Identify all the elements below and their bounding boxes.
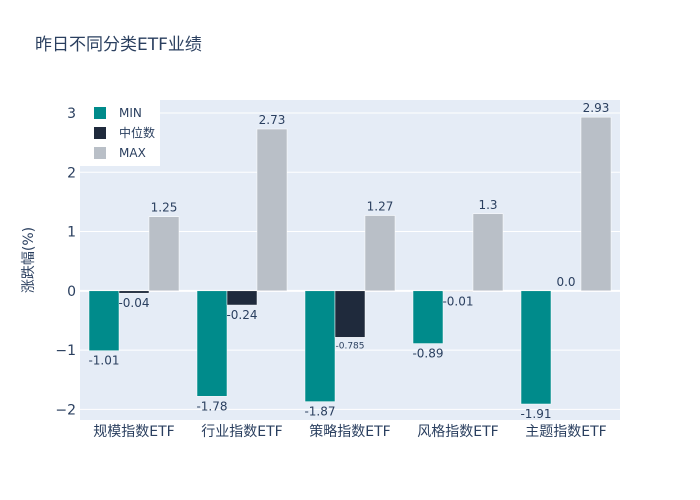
y-tick-label: 2 (67, 165, 76, 181)
bar (196, 290, 228, 397)
x-tick-label: 风格指数ETF (417, 424, 498, 440)
bar (118, 290, 150, 294)
bar (148, 216, 180, 292)
bar (88, 290, 120, 351)
y-axis-ticks: −2 −1 0 1 2 3 (55, 106, 76, 418)
x-tick-label: 规模指数ETF (93, 424, 174, 440)
x-tick-label: 主题指数ETF (525, 424, 606, 440)
data-label: 1.27 (367, 200, 394, 214)
data-label: 2.73 (259, 113, 286, 127)
data-label: 1.3 (478, 198, 497, 212)
legend-label: MIN (119, 106, 142, 120)
legend-label: 中位数 (119, 125, 155, 140)
data-label: -1.91 (520, 407, 551, 421)
legend-label: MAX (119, 146, 146, 160)
chart-title: 昨日不同分类ETF业绩 (35, 35, 202, 55)
legend-swatch (94, 127, 106, 139)
bar (412, 290, 444, 344)
legend-background (80, 100, 160, 166)
bar (304, 290, 336, 402)
bar (334, 290, 366, 338)
y-tick-label: 3 (67, 106, 76, 122)
data-label: -0.04 (118, 296, 149, 310)
legend-swatch (94, 107, 106, 119)
data-label: -1.01 (88, 354, 119, 368)
y-tick-label: 1 (67, 225, 76, 241)
bar (520, 290, 552, 405)
x-tick-label: 策略指数ETF (309, 423, 390, 440)
y-tick-label: −1 (55, 343, 76, 359)
data-labels: -1.01 -0.04 1.25 -1.78 -0.24 2.73 -1.87 -0.785 1… (88, 101, 609, 421)
bar (472, 213, 504, 292)
data-label: 0.0 (556, 275, 575, 289)
bar (256, 128, 288, 292)
y-axis-label: 涨跌幅(%) (21, 227, 37, 293)
y-tick-label: −2 (55, 402, 76, 418)
data-label: 2.93 (583, 101, 610, 115)
data-label: -1.87 (304, 405, 335, 419)
legend: MIN 中位数 MAX (80, 100, 160, 166)
bar (580, 116, 612, 292)
x-axis-ticks: 规模指数ETF 行业指数ETF 策略指数ETF 风格指数ETF 主题指数ETF (93, 423, 606, 440)
bar (364, 215, 396, 292)
x-tick-label: 行业指数ETF (201, 424, 282, 440)
data-label: -0.01 (442, 294, 473, 308)
bar (226, 290, 258, 306)
data-label: -0.24 (226, 308, 257, 322)
data-label: -1.78 (196, 399, 227, 413)
data-label: -0.89 (412, 347, 443, 361)
data-label: 1.25 (151, 201, 178, 215)
data-label: -0.785 (335, 341, 364, 351)
bar (442, 290, 474, 292)
legend-swatch (94, 147, 106, 159)
y-tick-label: 0 (67, 284, 76, 300)
bars (88, 116, 612, 405)
